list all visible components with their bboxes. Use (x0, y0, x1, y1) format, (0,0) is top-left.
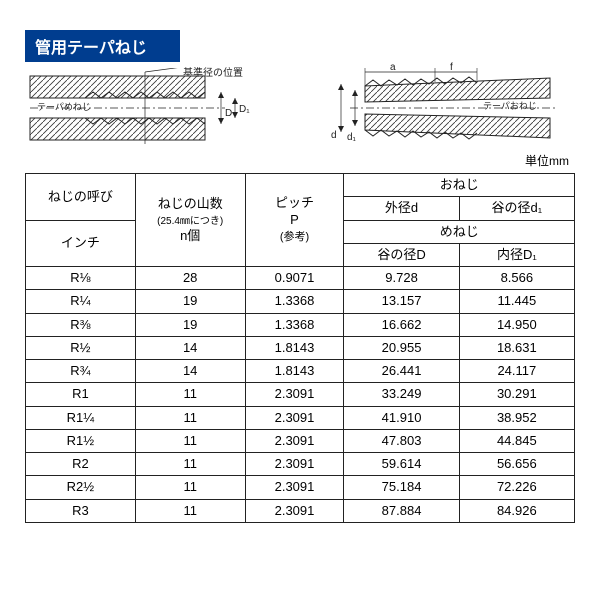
cell-d: 16.662 (344, 313, 459, 336)
cell-d: 41.910 (344, 406, 459, 429)
cell-name: R1½ (26, 429, 136, 452)
table-row: R1½112.309147.80344.845 (26, 429, 575, 452)
th-threads-l1: ねじの山数 (158, 196, 223, 211)
cell-n: 28 (135, 267, 245, 290)
label-female-inner: テーパめねじ (37, 100, 91, 113)
th-male-group: おねじ (344, 174, 575, 197)
cell-d1: 14.950 (459, 313, 574, 336)
th-threads-l3: n個 (180, 228, 200, 243)
th-pitch-l3: (参考) (280, 231, 309, 243)
th-male-d: 外径d (344, 197, 459, 220)
cell-p: 2.3091 (245, 453, 344, 476)
th-pitch-l1: ピッチ (275, 195, 314, 210)
label-a: a (390, 62, 396, 73)
cell-d1: 18.631 (459, 336, 574, 359)
cell-n: 19 (135, 290, 245, 313)
thread-spec-table: ねじの呼び ねじの山数 (25.4㎜につき) n個 ピッチ P (参考) おねじ… (25, 173, 575, 523)
table-row: R¾141.814326.44124.117 (26, 360, 575, 383)
cell-name: R2 (26, 453, 136, 476)
label-D1: D₁ (239, 104, 250, 115)
cell-d1: 30.291 (459, 383, 574, 406)
cell-n: 11 (135, 429, 245, 452)
th-name-top: ねじの呼び (26, 174, 136, 221)
th-female-D: 谷の径D (344, 243, 459, 266)
table-row: R2½112.309175.18472.226 (26, 476, 575, 499)
cell-p: 2.3091 (245, 406, 344, 429)
cell-d: 26.441 (344, 360, 459, 383)
table-body: R⅛280.90719.7288.566R¼191.336813.15711.4… (26, 267, 575, 523)
table-row: R2112.309159.61456.656 (26, 453, 575, 476)
th-female-group: めねじ (344, 220, 575, 243)
cell-d: 33.249 (344, 383, 459, 406)
section-title: 管用テーパねじ (25, 30, 180, 62)
cell-p: 1.8143 (245, 336, 344, 359)
cell-d1: 11.445 (459, 290, 574, 313)
label-male-inner: テーパおねじ (483, 99, 537, 112)
cell-d1: 56.656 (459, 453, 574, 476)
cell-name: R3 (26, 499, 136, 522)
cell-n: 11 (135, 499, 245, 522)
table-row: R1112.309133.24930.291 (26, 383, 575, 406)
cell-p: 1.8143 (245, 360, 344, 383)
cell-name: R⅜ (26, 313, 136, 336)
diagram-male-thread: a f テーパおねじ d d₁ (305, 68, 555, 148)
th-threads: ねじの山数 (25.4㎜につき) n個 (135, 174, 245, 267)
cell-n: 11 (135, 453, 245, 476)
cell-d: 59.614 (344, 453, 459, 476)
th-pitch: ピッチ P (参考) (245, 174, 344, 267)
cell-d1: 38.952 (459, 406, 574, 429)
cell-d1: 72.226 (459, 476, 574, 499)
cell-p: 2.3091 (245, 499, 344, 522)
cell-name: R½ (26, 336, 136, 359)
table-row: R¼191.336813.15711.445 (26, 290, 575, 313)
cell-d: 9.728 (344, 267, 459, 290)
cell-d1: 24.117 (459, 360, 574, 383)
table-row: R½141.814320.95518.631 (26, 336, 575, 359)
cell-d1: 8.566 (459, 267, 574, 290)
cell-n: 14 (135, 360, 245, 383)
cell-n: 11 (135, 476, 245, 499)
cell-d1: 84.926 (459, 499, 574, 522)
table-row: R1¼112.309141.91038.952 (26, 406, 575, 429)
table-row: R⅜191.336816.66214.950 (26, 313, 575, 336)
thread-diagrams: テーパめねじ 基準径の位置 D D₁ (25, 68, 575, 148)
cell-d: 13.157 (344, 290, 459, 313)
label-basic-dia: 基準径の位置 (183, 64, 243, 79)
cell-name: R¾ (26, 360, 136, 383)
cell-d1: 44.845 (459, 429, 574, 452)
cell-n: 14 (135, 336, 245, 359)
th-threads-l2: (25.4㎜につき) (157, 216, 223, 227)
label-d1: d₁ (347, 132, 356, 143)
cell-name: R1¼ (26, 406, 136, 429)
cell-d: 87.884 (344, 499, 459, 522)
cell-p: 1.3368 (245, 313, 344, 336)
cell-d: 47.803 (344, 429, 459, 452)
cell-d: 20.955 (344, 336, 459, 359)
diagram-female-thread: テーパめねじ 基準径の位置 D D₁ (25, 68, 275, 148)
table-row: R3112.309187.88484.926 (26, 499, 575, 522)
th-female-D1: 内径D₁ (459, 243, 574, 266)
cell-d: 75.184 (344, 476, 459, 499)
cell-n: 19 (135, 313, 245, 336)
cell-name: R2½ (26, 476, 136, 499)
th-pitch-l2: P (290, 212, 299, 227)
table-row: R⅛280.90719.7288.566 (26, 267, 575, 290)
label-f: f (450, 62, 453, 73)
cell-p: 2.3091 (245, 383, 344, 406)
cell-name: R1 (26, 383, 136, 406)
label-d: d (331, 130, 337, 141)
cell-name: R⅛ (26, 267, 136, 290)
cell-p: 1.3368 (245, 290, 344, 313)
cell-p: 2.3091 (245, 476, 344, 499)
unit-label: 単位mm (25, 152, 569, 169)
th-male-d1: 谷の径d₁ (459, 197, 574, 220)
th-name-bottom: インチ (26, 220, 136, 267)
cell-n: 11 (135, 406, 245, 429)
label-D: D (225, 108, 232, 119)
cell-name: R¼ (26, 290, 136, 313)
cell-n: 11 (135, 383, 245, 406)
cell-p: 2.3091 (245, 429, 344, 452)
cell-p: 0.9071 (245, 267, 344, 290)
